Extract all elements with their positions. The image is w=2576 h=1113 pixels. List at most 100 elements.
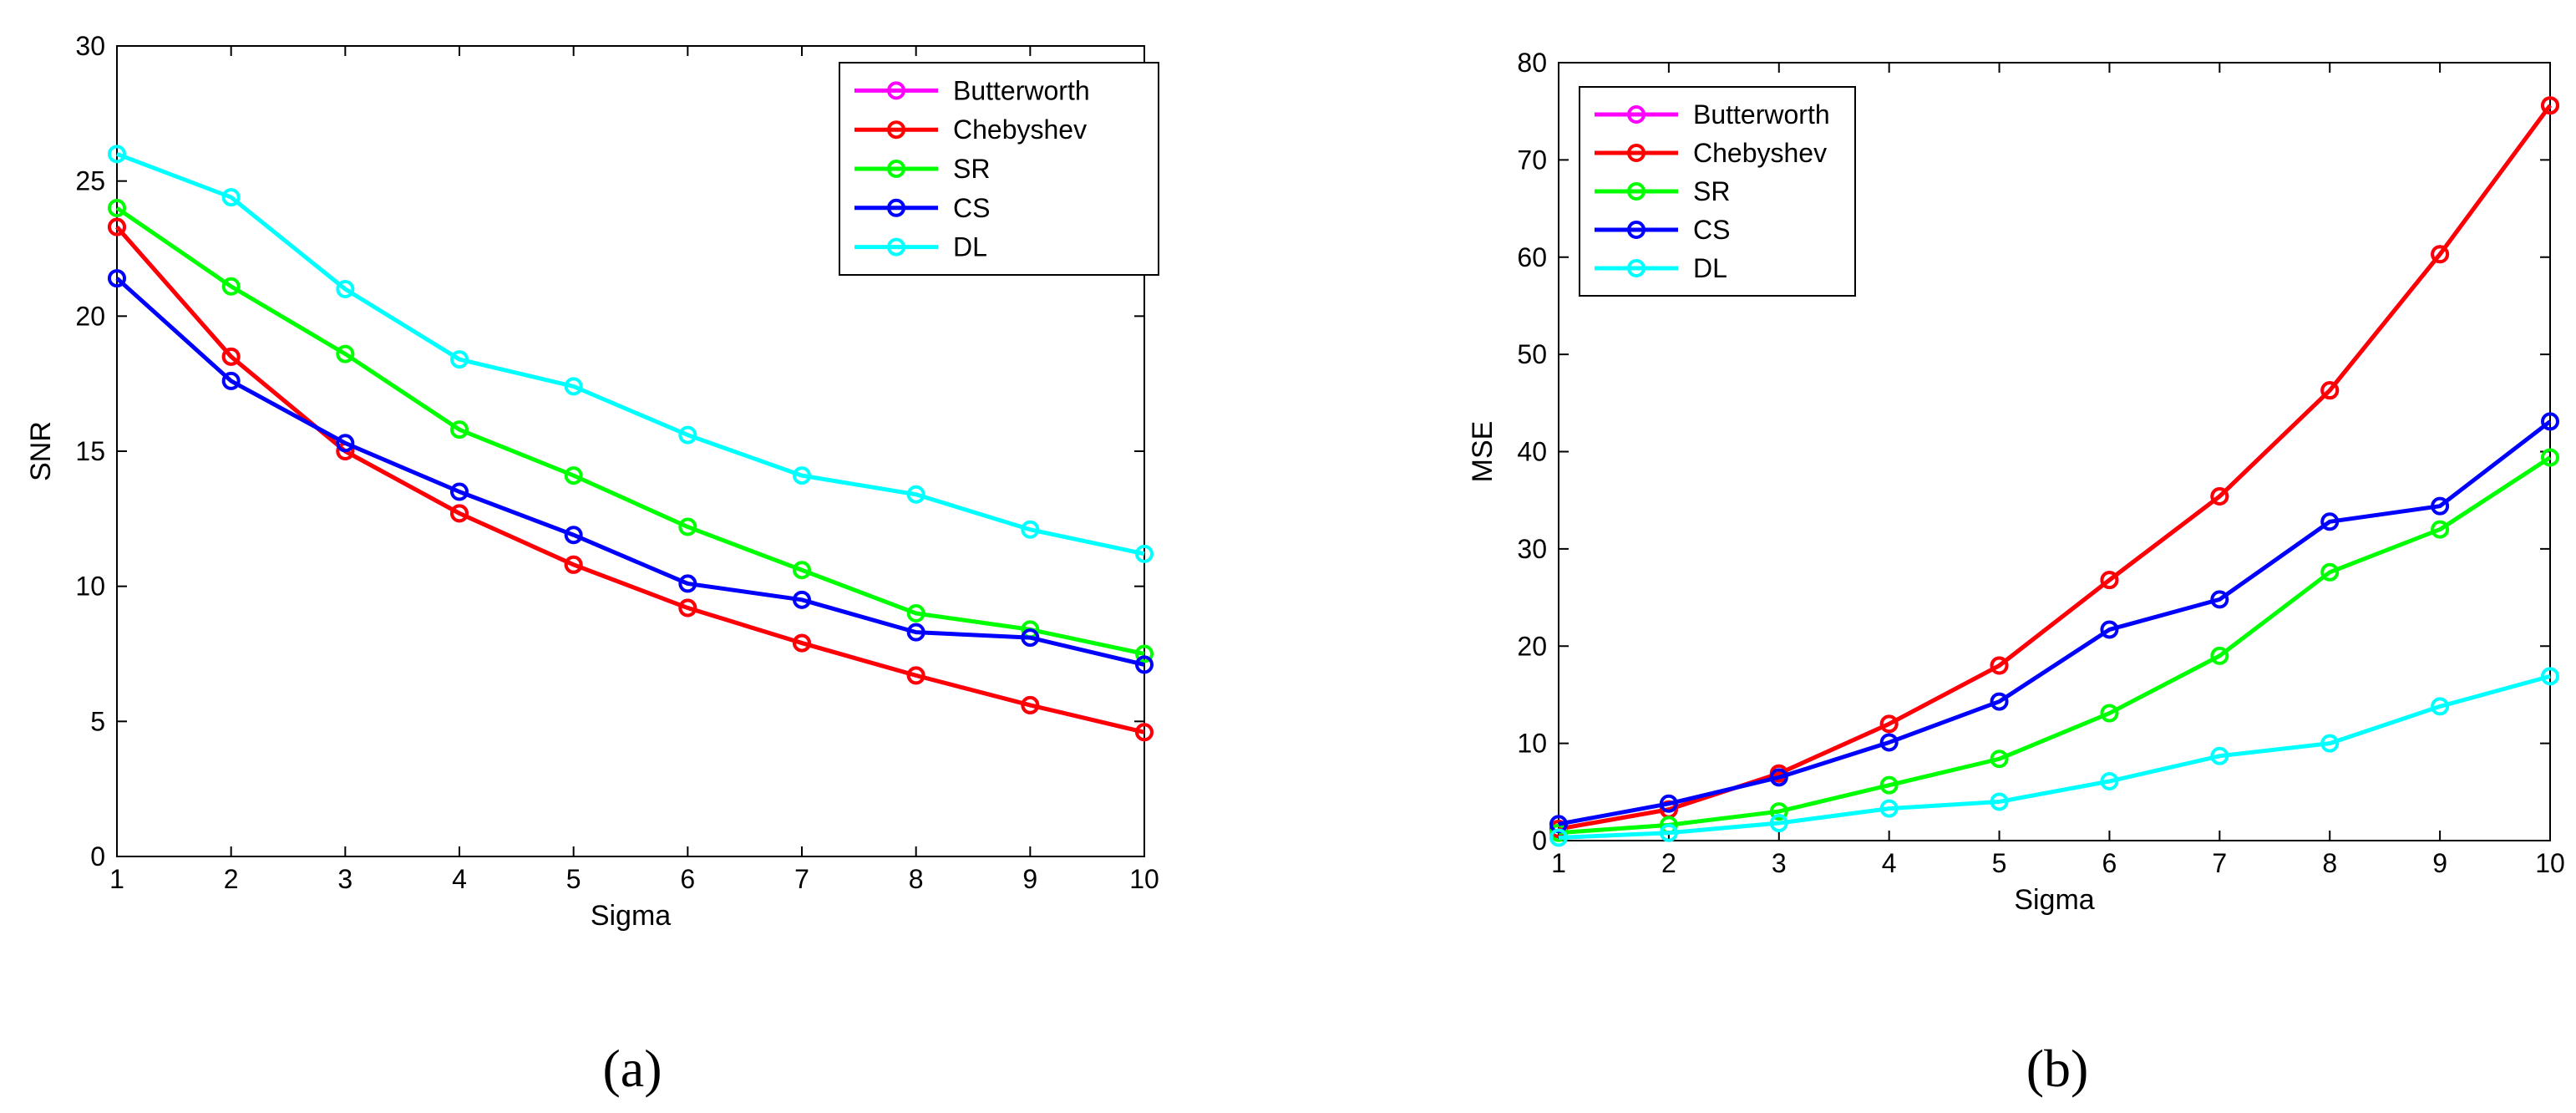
x-tick-label: 5: [566, 864, 581, 894]
data-point-chebyshev: [906, 666, 925, 685]
x-tick-label: 9: [1022, 864, 1037, 894]
y-tick-label: 80: [1517, 48, 1547, 78]
legend-label-butterworth: Butterworth: [953, 75, 1090, 105]
data-point-sr: [2100, 704, 2119, 723]
data-point-cs: [678, 574, 697, 593]
data-point-sr: [564, 466, 583, 485]
data-point-sr: [336, 344, 355, 363]
y-tick-label: 10: [1517, 729, 1547, 759]
data-point-dl: [108, 145, 126, 164]
x-tick-label: 2: [1661, 848, 1676, 878]
data-point-dl: [678, 425, 697, 445]
legend-label-sr: SR: [1693, 176, 1730, 206]
data-point-dl: [336, 280, 355, 298]
data-point-cs: [1990, 692, 2009, 711]
legend: Butterworth Chebyshev SR CS DL: [1579, 86, 1856, 297]
legend-marker-chebyshev: [887, 120, 905, 140]
x-tick-label: 5: [1992, 848, 2007, 878]
legend: Butterworth Chebyshev SR CS DL: [839, 62, 1159, 276]
data-point-dl: [2541, 667, 2559, 686]
data-point-dl: [2100, 772, 2119, 791]
data-point-chebyshev: [1021, 695, 1040, 714]
data-point-cs: [2320, 512, 2340, 531]
data-point-dl: [221, 188, 241, 207]
data-point-sr: [1769, 802, 1788, 821]
y-tick-label: 15: [75, 436, 105, 466]
legend-label-butterworth: Butterworth: [1693, 99, 1830, 130]
data-point-cs: [108, 269, 126, 288]
data-point-cs: [2541, 412, 2559, 431]
data-point-sr: [1879, 775, 1899, 795]
data-point-cs: [793, 590, 811, 609]
x-tick-label: 8: [2322, 848, 2337, 878]
x-tick-label: 10: [2535, 848, 2565, 878]
legend-marker-cs: [887, 198, 905, 217]
x-tick-label: 1: [1551, 848, 1566, 878]
data-point-dl: [1549, 828, 1568, 847]
x-tick-label: 3: [1772, 848, 1787, 878]
data-point-chebyshev: [450, 504, 469, 523]
series-line-sr: [115, 206, 1145, 656]
data-point-dl: [564, 377, 583, 396]
x-tick-label: 4: [1882, 848, 1897, 878]
series-line-dl: [1558, 673, 2551, 841]
data-point-chebyshev: [1879, 714, 1899, 734]
data-point-chebyshev: [1135, 723, 1154, 742]
x-axis-label: Sigma: [591, 900, 671, 932]
legend-label-dl: DL: [953, 232, 987, 262]
y-tick-label: 30: [1517, 534, 1547, 564]
legend-label-cs: CS: [953, 193, 990, 223]
data-point-dl: [1021, 520, 1040, 539]
data-point-chebyshev: [678, 598, 697, 617]
data-point-cs: [1659, 794, 1678, 813]
chart-panel-a: 1 2 3 4 5 6 7 8 9 10 0 5 10 15 20 25 30 Sigma SNR Butterwor…: [25, 31, 1159, 932]
data-point-cs: [336, 434, 355, 453]
data-point-chebyshev: [2210, 487, 2229, 506]
data-point-sr: [1990, 750, 2009, 769]
data-point-chebyshev: [2541, 96, 2559, 115]
x-tick-label: 6: [680, 864, 695, 894]
data-point-dl: [2210, 746, 2229, 765]
data-point-dl: [906, 485, 925, 504]
data-point-chebyshev: [2320, 381, 2340, 400]
data-point-chebyshev: [221, 347, 241, 366]
data-point-dl: [1135, 544, 1154, 563]
y-tick-label: 40: [1517, 437, 1547, 467]
legend-label-chebyshev: Chebyshev: [953, 114, 1087, 145]
series-line-chebyshev: [115, 225, 1145, 734]
y-axis-label: MSE: [1467, 421, 1498, 483]
data-point-cs: [2210, 590, 2229, 609]
panel-b-label: (b): [2026, 1039, 2089, 1098]
x-tick-label: 9: [2432, 848, 2447, 878]
legend-marker-sr: [887, 160, 905, 178]
panel-a-label: (a): [602, 1039, 662, 1098]
data-point-cs: [906, 623, 925, 642]
y-tick-label: 0: [1532, 826, 1547, 856]
x-tick-label: 10: [1129, 864, 1159, 894]
y-tick-label: 70: [1517, 145, 1547, 175]
data-point-cs: [564, 526, 583, 545]
data-point-cs: [221, 371, 241, 390]
legend-marker-dl: [1627, 259, 1645, 277]
data-point-cs: [1135, 655, 1154, 674]
data-point-chebyshev: [2431, 245, 2450, 264]
legend-marker-butterworth: [887, 81, 905, 100]
x-tick-label: 7: [2212, 848, 2227, 878]
data-point-cs: [1021, 628, 1040, 648]
data-point-chebyshev: [108, 217, 126, 236]
data-point-sr: [1135, 644, 1154, 663]
x-tick-label: 1: [109, 864, 124, 894]
data-point-dl: [793, 466, 811, 485]
legend-marker-chebyshev: [1627, 144, 1645, 162]
data-point-cs: [1879, 733, 1899, 752]
data-point-sr: [678, 517, 697, 536]
data-point-sr: [2210, 646, 2229, 665]
data-point-dl: [2431, 697, 2450, 716]
y-tick-label: 5: [90, 706, 105, 736]
legend-label-chebyshev: Chebyshev: [1693, 138, 1827, 168]
legend-marker-butterworth: [1627, 105, 1645, 124]
y-tick-label: 30: [75, 31, 105, 61]
x-axis-label: Sigma: [2014, 884, 2094, 916]
x-tick-label: 7: [794, 864, 809, 894]
legend-marker-cs: [1627, 221, 1645, 239]
